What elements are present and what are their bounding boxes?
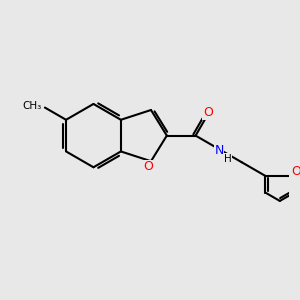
- Text: O: O: [143, 160, 153, 173]
- Text: N: N: [214, 143, 224, 157]
- Text: O: O: [291, 165, 300, 178]
- Text: O: O: [203, 106, 213, 119]
- Text: CH₃: CH₃: [23, 101, 42, 111]
- Text: H: H: [224, 154, 232, 164]
